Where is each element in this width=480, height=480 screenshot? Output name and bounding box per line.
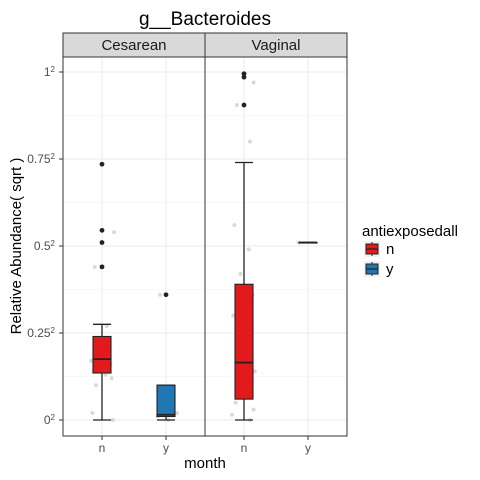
jitter-point [251, 407, 256, 412]
legend-title: antiexposedall [362, 223, 458, 240]
facet-panel-vaginal: Vaginal [204, 32, 348, 437]
facet-strip-label: Vaginal [252, 37, 301, 54]
jitter-point [103, 372, 108, 377]
box-iqr [92, 335, 112, 374]
jitter-point [110, 418, 115, 422]
x-tick-label: y [305, 441, 311, 455]
outlier-point [241, 102, 247, 108]
box-vaginal-n [230, 71, 257, 422]
y-tick-label: 0.252 [27, 326, 55, 341]
jitter-point [89, 358, 94, 363]
y-tick-label: 0.752 [27, 152, 55, 167]
box-cesarean-n [89, 161, 116, 422]
outlier-point [99, 227, 105, 233]
jitter-point [248, 139, 252, 144]
jitter-point [112, 230, 116, 235]
jitter-point [233, 400, 238, 405]
y-axis-title: Relative Abundance( sqrt ) [8, 158, 25, 335]
box-iqr [156, 384, 176, 418]
jitter-point [104, 324, 109, 329]
y-tick-label: 0.52 [34, 239, 56, 254]
legend-label: n [386, 241, 394, 258]
facet-panel-cesarean: Cesarean [62, 32, 206, 437]
x-tick-label: n [99, 441, 106, 455]
jitter-point [158, 292, 162, 297]
jitter-point [232, 223, 237, 228]
box-vaginal-y [296, 240, 318, 245]
jitter-point [234, 103, 239, 108]
jitter-point [251, 80, 256, 85]
outlier-point [163, 292, 169, 298]
box-cesarean-y [155, 292, 179, 422]
x-axis-title: month [184, 455, 226, 472]
jitter-point [92, 264, 97, 269]
y-tick-label: 12 [44, 65, 56, 80]
jitter-point [252, 369, 257, 374]
legend-label: y [386, 261, 394, 278]
outlier-point [99, 264, 105, 270]
jitter-point [94, 383, 98, 388]
x-tick-label: n [241, 441, 248, 455]
chart-title: g__Bacteroides [139, 9, 271, 30]
outlier-point [241, 71, 247, 77]
jitter-point [109, 376, 114, 381]
jitter-point [231, 313, 236, 318]
outlier-point [99, 161, 105, 167]
panel-border [204, 56, 348, 437]
jitter-point [246, 247, 251, 252]
outlier-point [241, 74, 247, 80]
jitter-point [238, 271, 243, 276]
outlier-point [99, 240, 105, 245]
box-iqr [234, 283, 254, 400]
jitter-point [90, 411, 95, 416]
facet-strip-label: Cesarean [101, 37, 166, 54]
x-tick-label: y [163, 441, 169, 455]
jitter-point [174, 411, 179, 416]
jitter-point [230, 412, 234, 417]
y-tick-label: 02 [44, 413, 56, 428]
